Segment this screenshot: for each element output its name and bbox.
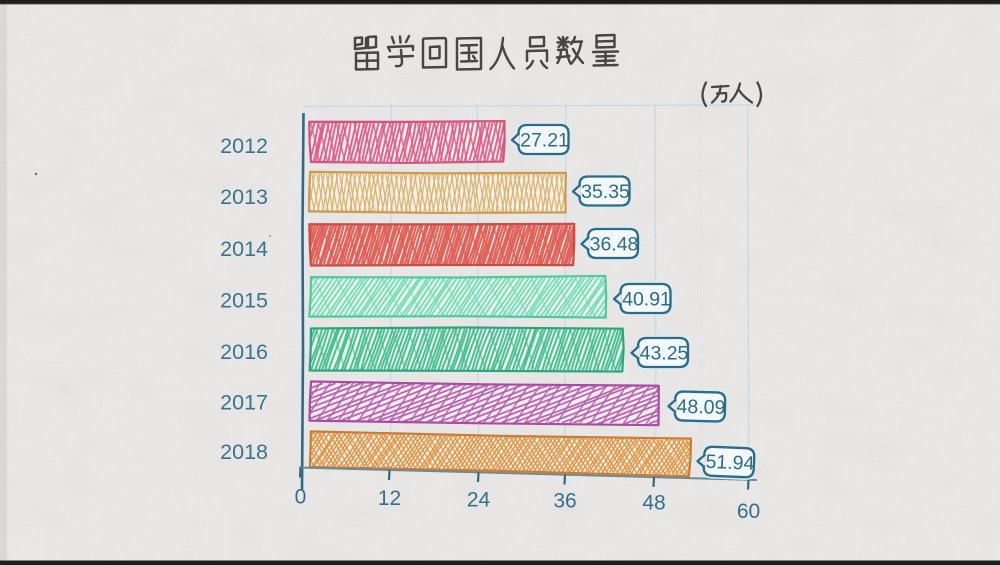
svg-text:40.91: 40.91: [622, 288, 671, 310]
svg-text:2017: 2017: [220, 391, 268, 415]
svg-text:2016: 2016: [220, 340, 268, 364]
svg-text:2015: 2015: [220, 289, 268, 313]
svg-text:24: 24: [467, 489, 491, 512]
svg-text:0: 0: [295, 486, 307, 509]
svg-text:36.48: 36.48: [590, 233, 639, 255]
svg-text:2013: 2013: [220, 185, 268, 209]
svg-text:35.35: 35.35: [581, 181, 630, 203]
svg-text:2018: 2018: [220, 440, 268, 464]
svg-text:27.21: 27.21: [520, 129, 569, 151]
svg-text:36: 36: [553, 490, 576, 513]
svg-text:51.94: 51.94: [705, 451, 755, 475]
svg-text:48.09: 48.09: [676, 396, 725, 419]
svg-text:2014: 2014: [220, 237, 268, 261]
svg-text:60: 60: [737, 500, 760, 523]
svg-text:48: 48: [642, 492, 665, 515]
svg-text:43.25: 43.25: [640, 342, 689, 364]
svg-text:2012: 2012: [220, 134, 268, 158]
svg-text:12: 12: [378, 487, 401, 510]
